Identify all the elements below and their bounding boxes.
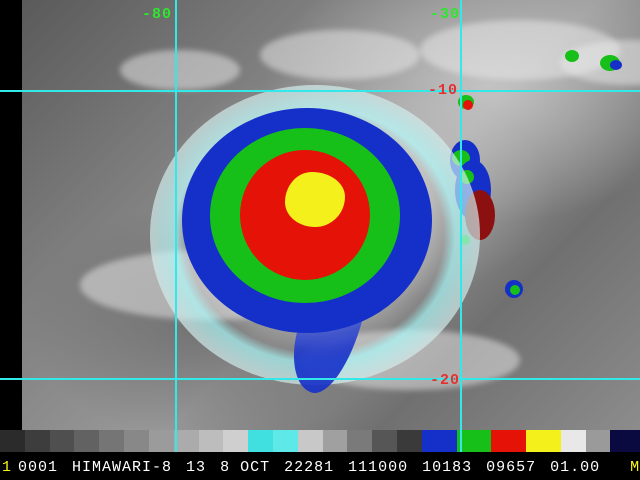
small-storm-cell: [565, 50, 579, 62]
year-doy-label: 22281: [284, 459, 334, 476]
date-label: 8 OCT: [220, 459, 270, 476]
small-storm-cell: [610, 60, 622, 70]
code1-label: 10183: [422, 459, 472, 476]
latitude-crosshair-line: [0, 90, 640, 92]
latitude-crosshair-line: [0, 378, 640, 380]
scale-crosshair-marker: [460, 430, 462, 452]
satellite-info-text: 1 0001 HIMAWARI-8 13 8 OCT 22281 111000 …: [0, 454, 640, 480]
scale-factor-label: 01.00: [550, 459, 600, 476]
small-storm-cell: [463, 100, 473, 110]
longitude-crosshair-line: [175, 0, 177, 430]
frame-number-label: 1: [2, 459, 12, 476]
info-status-bar: 1 0001 HIMAWARI-8 13 8 OCT 22281 111000 …: [0, 430, 640, 480]
coordinate-label: -20: [430, 372, 460, 389]
satellite-name-label: HIMAWARI-8: [72, 459, 172, 476]
small-storm-cell: [510, 285, 520, 295]
satellite-weather-display: -80 -30 -10 -20: [0, 0, 640, 480]
satellite-image-panel: -80 -30 -10 -20: [0, 0, 640, 430]
coordinate-label: -80: [142, 6, 172, 23]
code2-label: 09657: [486, 459, 536, 476]
ir-enhancement-color-scale: [0, 430, 640, 452]
coordinate-label: -10: [428, 82, 458, 99]
channel-label: 13: [186, 459, 206, 476]
scale-crosshair-marker: [175, 430, 177, 452]
cloud-streak: [120, 50, 240, 90]
product-brand-label: McIDAS: [630, 459, 640, 476]
cloud-streak: [260, 30, 420, 80]
frame-id-label: 0001: [18, 459, 58, 476]
time-label: 111000: [348, 459, 408, 476]
coordinate-label: -30: [430, 6, 460, 23]
longitude-crosshair-line: [460, 0, 462, 430]
